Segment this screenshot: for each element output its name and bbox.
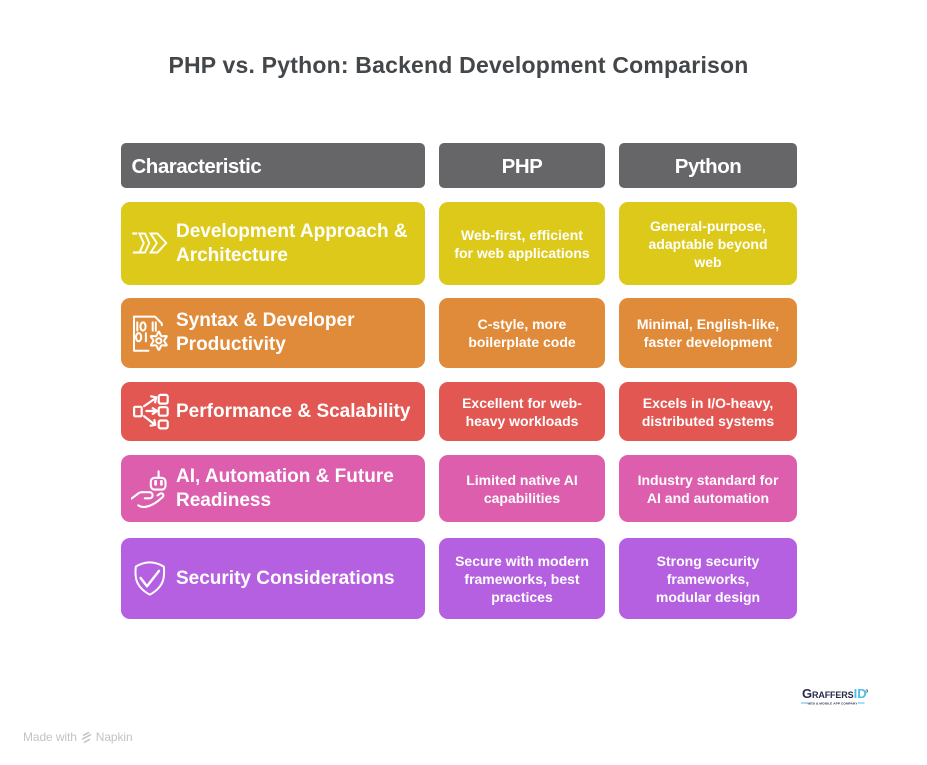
svg-text:G: G — [802, 686, 812, 701]
svg-text:ID: ID — [854, 686, 867, 701]
svg-text:WEB & MOBILE APP COMPANY: WEB & MOBILE APP COMPANY — [807, 701, 858, 705]
svg-text:RAFFERS: RAFFERS — [812, 690, 854, 700]
svg-text:3: 3 — [866, 689, 869, 694]
